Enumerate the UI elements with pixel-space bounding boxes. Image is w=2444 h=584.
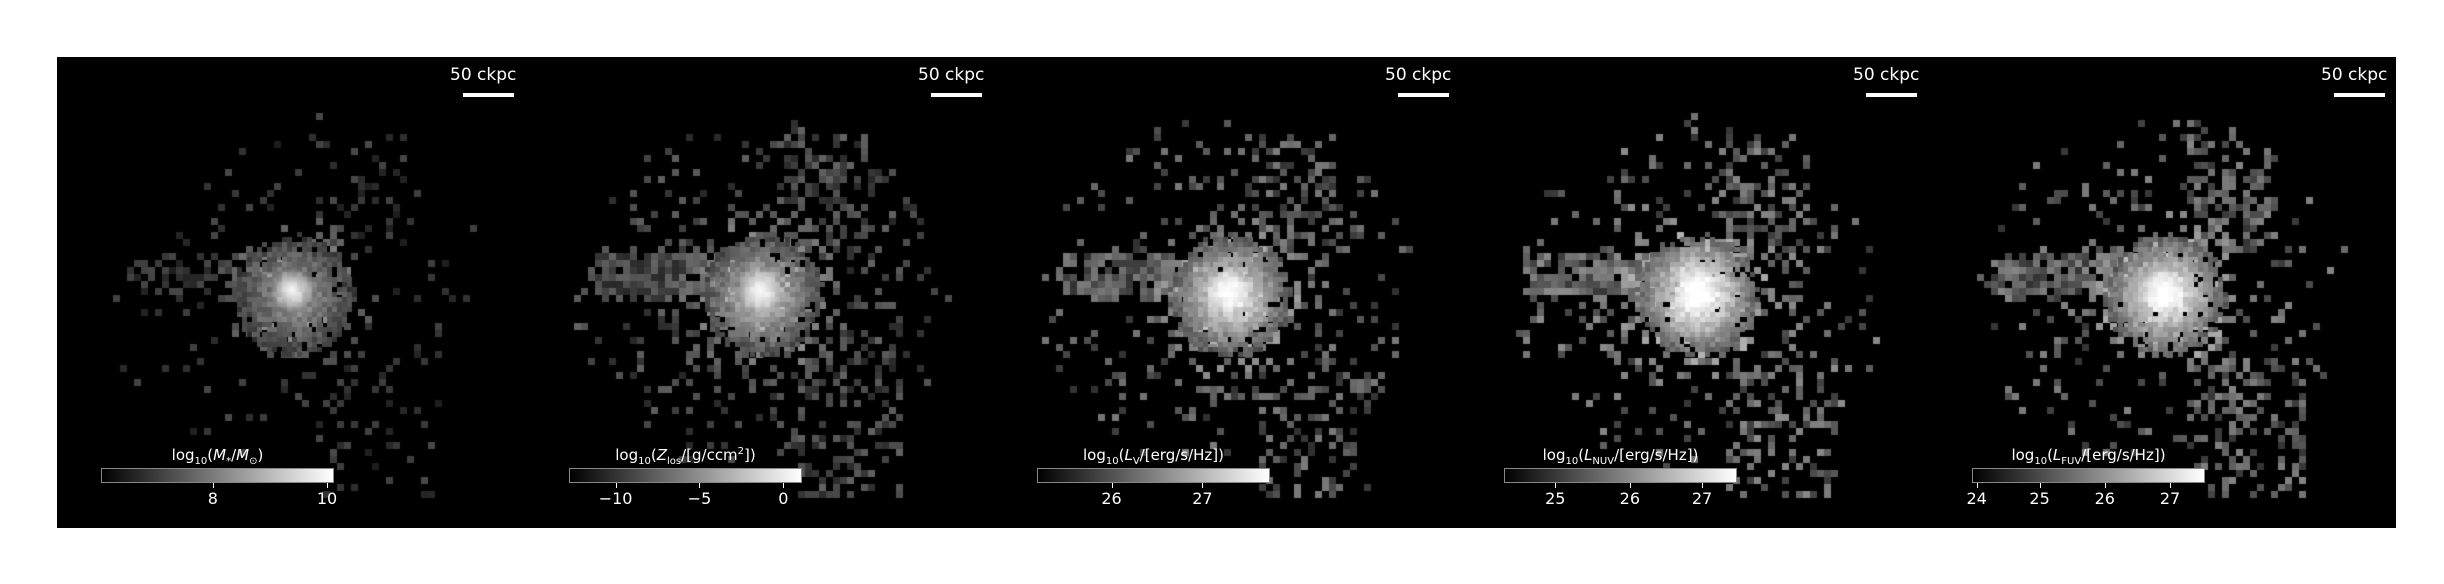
galaxy-map-image (993, 57, 1460, 528)
scale-bar-label: 50 ckpc (1385, 65, 1452, 85)
galaxy-map-image (1928, 57, 2396, 528)
colorbar-tick-label: 27 (1192, 489, 1213, 508)
scale-bar (1398, 93, 1449, 97)
figure-strip: 50 ckpc log10(M*/M⊙) 8 10 50 ckpc log10(Zlos/… (57, 57, 2396, 528)
colorbar-tick (1202, 483, 1204, 488)
galaxy-map-image (57, 57, 525, 528)
panel-v-band: 50 ckpc log10(LV/[erg/s/Hz]) 26 27 (993, 57, 1460, 528)
colorbar-tick (1629, 483, 1631, 488)
panel-metallicity: 50 ckpc log10(Zlos/[g/ccm2]) −10 −5 0 (525, 57, 993, 528)
scale-bar (463, 93, 514, 97)
colorbar-tick (1111, 483, 1113, 488)
colorbar-tick-label: 10 (316, 489, 338, 508)
colorbar-tick (1976, 483, 1978, 488)
scale-bar (931, 93, 982, 97)
scale-bar-label: 50 ckpc (1853, 65, 1920, 85)
colorbar (1972, 468, 2205, 483)
colorbar (101, 468, 334, 483)
colorbar-tick (2039, 483, 2041, 488)
colorbar (1504, 468, 1737, 483)
scale-bar (1866, 93, 1917, 97)
scale-bar (2334, 93, 2385, 97)
colorbar-label: log10(LNUV/[erg/s/Hz]) (1542, 446, 1699, 467)
colorbar-label: log10(Zlos/[g/ccm2]) (615, 446, 756, 467)
scale-bar-label: 50 ckpc (2321, 65, 2388, 85)
colorbar-tick-label: 26 (2094, 489, 2115, 508)
colorbar-tick (783, 483, 785, 488)
colorbar-tick-label: −5 (687, 489, 712, 508)
colorbar-tick (327, 483, 328, 488)
colorbar-tick-label: 25 (1545, 489, 1566, 508)
colorbar-tick-label: 25 (2029, 489, 2050, 508)
panel-fuv: 50 ckpc log10(LFUV/[erg/s/Hz]) 24 25 26 27 (1928, 57, 2396, 528)
colorbar-tick (1702, 483, 1704, 488)
colorbar-tick (212, 483, 214, 488)
galaxy-map-image (525, 57, 993, 528)
colorbar-tick (699, 483, 701, 488)
colorbar (1037, 468, 1270, 483)
scale-bar-label: 50 ckpc (918, 65, 985, 85)
scale-bar-label: 50 ckpc (450, 65, 517, 85)
colorbar-label: log10(LV/[erg/s/Hz]) (1082, 446, 1225, 467)
colorbar-label: log10(LFUV/[erg/s/Hz]) (2011, 446, 2166, 467)
colorbar-tick-label: −10 (598, 489, 633, 508)
colorbar-label: log10(M*/M⊙) (171, 446, 264, 467)
colorbar-tick (2170, 483, 2172, 488)
galaxy-map-image (1460, 57, 1928, 528)
colorbar-tick-label: 26 (1619, 489, 1640, 508)
colorbar-tick-label: 24 (1966, 489, 1987, 508)
colorbar-tick (1555, 483, 1557, 488)
colorbar-tick-label: 27 (1691, 489, 1713, 508)
panel-nuv: 50 ckpc log10(LNUV/[erg/s/Hz]) 25 26 27 (1460, 57, 1928, 528)
colorbar-tick (2104, 483, 2106, 488)
colorbar-tick-label: 0 (778, 489, 789, 508)
colorbar (569, 468, 802, 483)
colorbar-tick-label: 8 (207, 489, 218, 508)
colorbar-tick-label: 26 (1101, 489, 1122, 508)
panel-stellar-mass: 50 ckpc log10(M*/M⊙) 8 10 (57, 57, 525, 528)
colorbar-tick (615, 483, 617, 488)
colorbar-tick-label: 27 (2159, 489, 2181, 508)
